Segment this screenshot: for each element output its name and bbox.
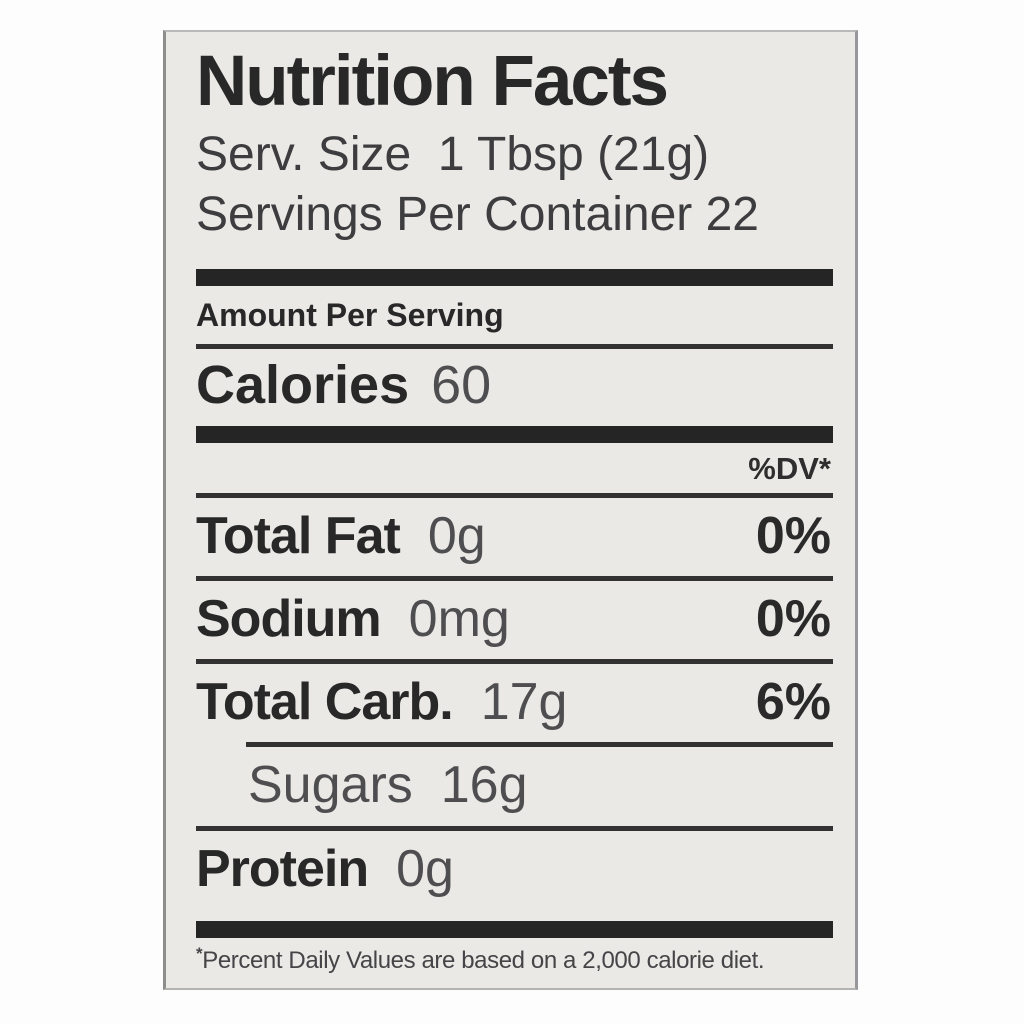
nutrient-name-amount: Total Fat 0g [196,507,486,565]
nutrient-name-amount: Sugars 16g [248,756,528,814]
nutrient-row-total-carb: Total Carb. 17g 6% [196,664,833,742]
nutrient-name-amount: Protein 0g [196,840,454,898]
thin-divider [196,344,833,350]
calories-value: 60 [431,355,492,416]
nutrient-amount: 16g [440,756,528,815]
nutrient-name-amount: Sodium 0mg [196,590,510,648]
thin-divider [196,575,833,581]
daily-values-footnote: *Percent Daily Values are based on a 2,0… [196,943,833,975]
footnote-text: Percent Daily Values are based on a 2,00… [202,946,765,974]
label-title: Nutrition Facts [196,42,669,121]
nutrient-name: Protein [196,839,369,898]
nutrient-row-total-fat: Total Fat 0g 0% [196,498,833,576]
thick-divider-top [196,269,833,287]
calories-label: Calories [196,355,410,416]
nutrient-name: Sugars [248,756,413,815]
amount-per-serving-heading: Amount Per Serving [196,297,504,334]
nutrient-dv: 6% [755,673,831,732]
thin-divider [196,492,833,498]
calories-row: Calories 60 [196,357,833,414]
nutrient-dv: 0% [755,589,831,648]
serving-size-line: Serv. Size 1 Tbsp (21g) [196,128,710,181]
footnote-asterisk: * [196,943,203,963]
nutrient-amount: 0mg [408,589,510,648]
thin-divider-indented [246,742,833,748]
nutrient-name: Total Fat [196,506,401,565]
nutrient-row-sodium: Sodium 0mg 0% [196,581,833,659]
thick-divider-calories [196,425,833,443]
nutrient-amount: 17g [480,673,568,732]
nutrient-amount: 0g [396,839,454,898]
nutrient-amount: 0g [427,506,486,565]
nutrient-name: Sodium [196,589,382,648]
thick-divider-bottom [196,920,833,938]
nutrient-row-protein: Protein 0g [196,831,833,909]
nutrition-facts-label: Nutrition Facts Serv. Size 1 Tbsp (21g) … [163,30,858,990]
nutrient-row-sugars: Sugars 16g [196,747,833,825]
nutrient-name-amount: Total Carb. 17g [196,673,567,731]
thin-divider [196,659,833,665]
thin-divider [196,825,833,831]
nutrient-name: Total Carb. [196,673,454,732]
nutrient-dv: 0% [755,506,831,565]
percent-dv-header: %DV* [748,450,831,486]
servings-per-container-line: Servings Per Container 22 [196,187,759,241]
